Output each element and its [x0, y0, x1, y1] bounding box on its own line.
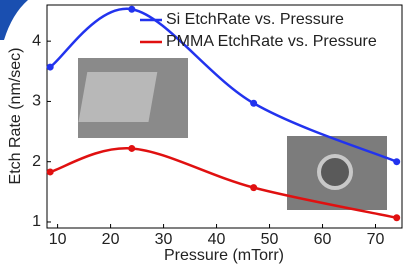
page: {"chart_data": {"type": "line", "x_label…: [0, 0, 406, 269]
x-tick-label: 20: [102, 231, 120, 248]
x-tick-label: 10: [49, 231, 67, 248]
y-axis-label: Etch Rate (nm/sec): [7, 48, 24, 185]
data-point: [128, 145, 135, 152]
legend-label: Si EtchRate vs. Pressure: [166, 11, 344, 28]
chart: Pressure (mTorr) Etch Rate (nm/sec) 10 20…: [0, 0, 406, 269]
data-point: [393, 214, 400, 221]
x-tick-label: 40: [208, 231, 226, 248]
x-tick-label: 70: [367, 231, 385, 248]
y-tick-label: 2: [32, 153, 41, 170]
data-point: [47, 168, 54, 175]
y-tick-label: 3: [32, 93, 41, 110]
y-tick-label: 4: [32, 32, 41, 49]
y-tick-label: 1: [32, 213, 41, 230]
data-point: [128, 6, 135, 13]
data-point: [250, 184, 257, 191]
x-tick-label: 50: [261, 231, 279, 248]
legend-label: PMMA EtchRate vs. Pressure: [166, 33, 377, 50]
x-tick-label: 30: [155, 231, 173, 248]
corner-decoration: [0, 0, 28, 40]
x-axis-label: Pressure (mTorr): [164, 247, 284, 264]
x-tick-label: 60: [314, 231, 332, 248]
data-point: [250, 100, 257, 107]
data-point: [47, 64, 54, 71]
inset-image-feature: [78, 72, 157, 122]
inset-image-feature: [319, 156, 351, 188]
data-point: [393, 158, 400, 165]
